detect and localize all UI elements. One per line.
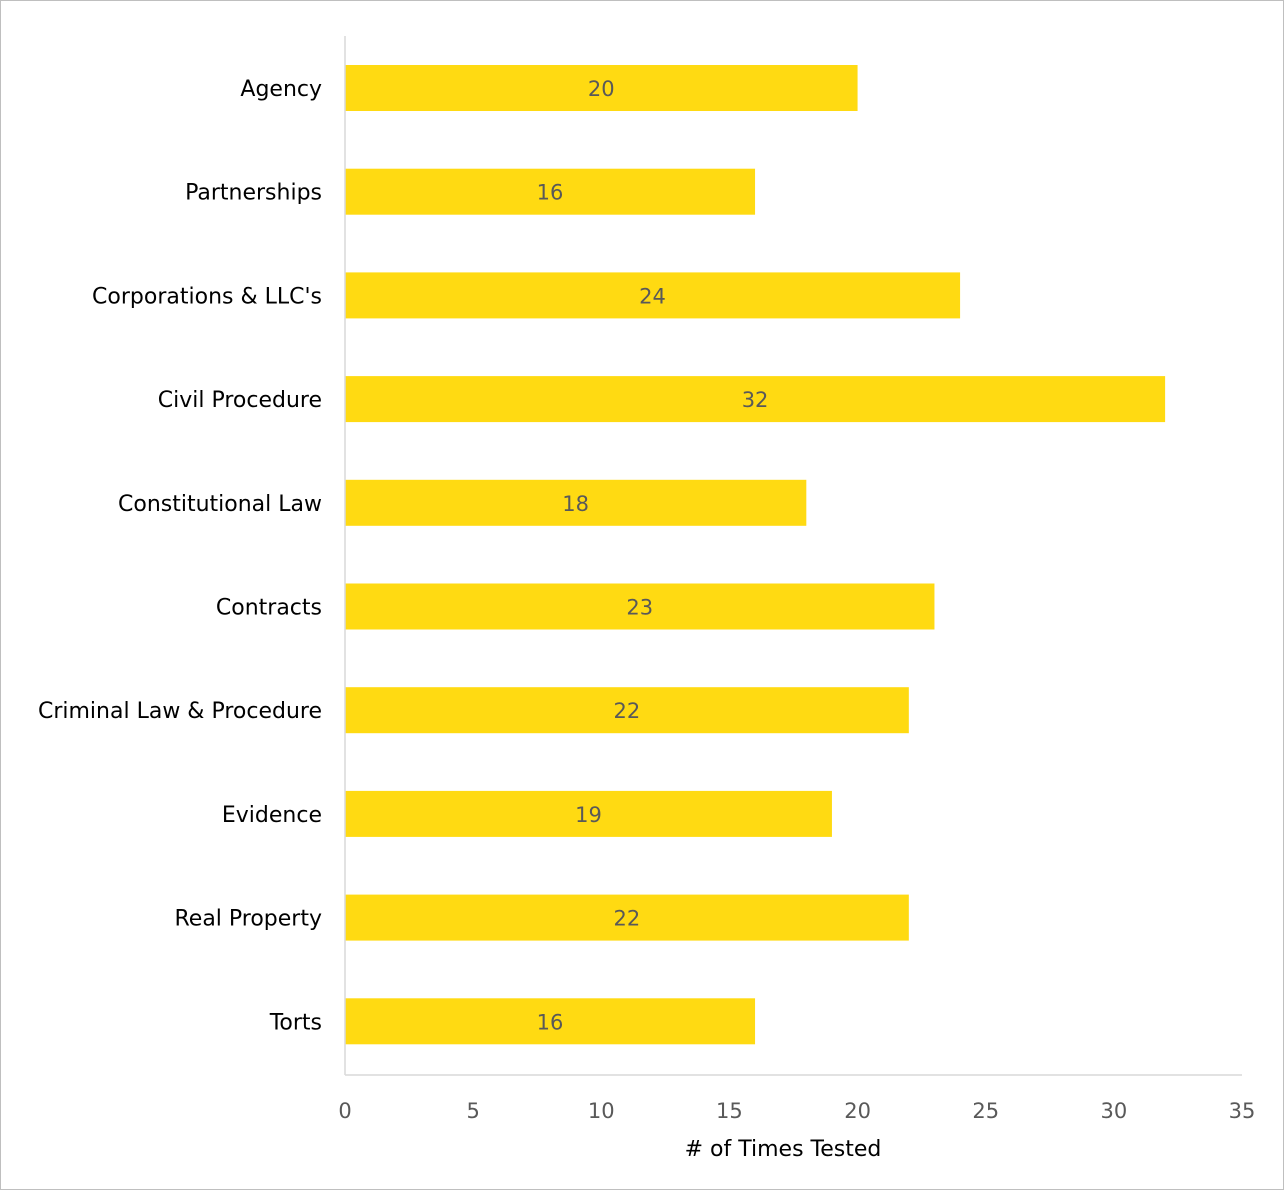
x-tick-label-10: 10 [588, 1099, 615, 1123]
data-label-criminal-law-procedure: 22 [614, 699, 641, 723]
category-label-agency: Agency [240, 77, 322, 102]
category-label-partnerships: Partnerships [185, 181, 322, 206]
x-tick-label-25: 25 [972, 1099, 999, 1123]
x-axis-title: # of Times Tested [685, 1137, 882, 1162]
x-tick-label-30: 30 [1100, 1099, 1127, 1123]
category-label-corporations-llc-s: Corporations & LLC's [92, 284, 322, 309]
data-label-civil-procedure: 32 [742, 388, 769, 412]
category-label-constitutional-law: Constitutional Law [118, 492, 322, 517]
bar-evidence [345, 790, 832, 837]
data-label-contracts: 23 [626, 596, 653, 620]
category-labels-group: Agency Partnerships Corporations & LLC's Ci… [38, 77, 322, 1035]
data-label-agency: 20 [588, 77, 615, 101]
data-label-corporations-llc-s: 24 [639, 284, 666, 308]
bar-partnerships [345, 168, 756, 215]
bar-torts [345, 998, 756, 1045]
x-tick-label-20: 20 [844, 1099, 871, 1123]
x-tick-label-0: 0 [338, 1099, 351, 1123]
bar-agency [345, 65, 858, 111]
category-label-contracts: Contracts [216, 596, 322, 621]
bar-constitutional-law [345, 479, 807, 526]
data-label-torts: 16 [537, 1010, 564, 1034]
x-tick-label-15: 15 [716, 1099, 743, 1123]
x-tick-label-35: 35 [1229, 1099, 1256, 1123]
bar-contracts [345, 583, 935, 630]
bar-real-property [345, 894, 909, 941]
category-label-evidence: Evidence [222, 803, 322, 828]
category-label-criminal-law-procedure: Criminal Law & Procedure [38, 699, 322, 724]
data-label-constitutional-law: 18 [562, 492, 589, 516]
value-labels-group: 20 16 24 32 18 23 22 19 22 16 [537, 77, 769, 1034]
category-label-real-property: Real Property [174, 907, 322, 932]
bar-civil-procedure [345, 376, 1166, 423]
data-label-partnerships: 16 [537, 181, 564, 205]
bar-corporations-llc-s [345, 272, 961, 319]
category-label-torts: Torts [269, 1010, 322, 1035]
bars-group [345, 65, 1166, 1045]
bar-criminal-law-procedure [345, 687, 909, 734]
data-label-real-property: 22 [614, 907, 641, 931]
x-tick-label-5: 5 [466, 1099, 479, 1123]
data-label-evidence: 19 [575, 803, 602, 827]
category-label-civil-procedure: Civil Procedure [158, 388, 322, 413]
x-tick-labels-group: 0 5 10 15 20 25 30 35 [338, 1099, 1255, 1123]
